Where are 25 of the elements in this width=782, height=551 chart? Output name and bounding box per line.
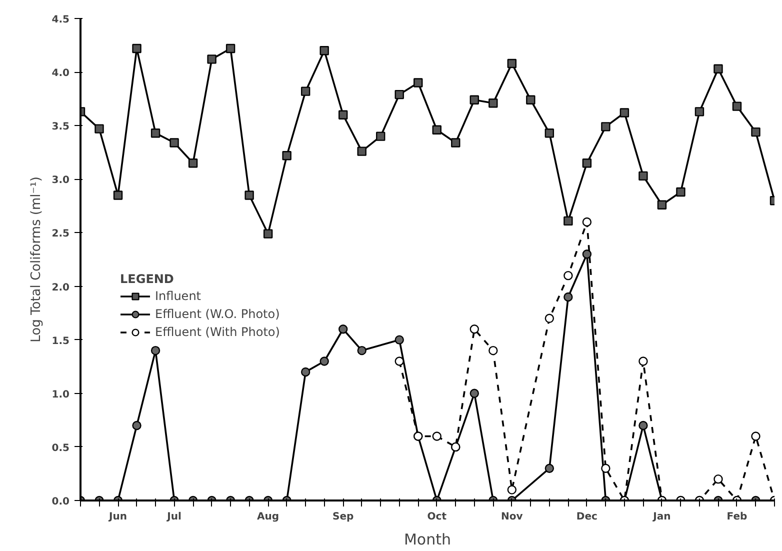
y-tick-label: 0.5 <box>52 442 70 454</box>
legend-label: Influent <box>155 288 202 304</box>
legend-label: Effluent (W.O. Photo) <box>155 306 280 322</box>
y-tick-label: 2.0 <box>52 282 70 294</box>
x-tick-label: Oct <box>427 512 447 522</box>
x-tick-label: Jan <box>652 512 671 522</box>
y-tick-label: 1.0 <box>52 389 70 400</box>
y-tick-label: 2.5 <box>52 228 70 240</box>
x-tick-label: Aug <box>257 512 280 522</box>
x-tick-label: Dec <box>576 512 598 522</box>
y-tick-label: 4.5 <box>52 14 70 26</box>
y-tick-label: 0.0 <box>52 496 70 508</box>
y-tick-label: 4.0 <box>52 68 70 80</box>
y-tick-label: 3.0 <box>52 175 70 186</box>
x-tick-label: Feb <box>726 512 748 522</box>
x-axis-title: Month <box>404 530 452 548</box>
y-tick-label: 3.5 <box>52 122 70 133</box>
x-tick-label: Jul <box>166 512 182 522</box>
y-axis-title: Log Total Coliforms (ml⁻¹) <box>28 176 44 342</box>
legend-label: Effluent (With Photo) <box>155 324 280 340</box>
x-tick-label: Nov <box>501 512 524 522</box>
legend-title: LEGEND <box>120 272 175 286</box>
x-tick-label: Sep <box>332 512 354 522</box>
x-tick-label: Jun <box>108 512 128 522</box>
y-tick-label: 1.5 <box>52 336 70 347</box>
